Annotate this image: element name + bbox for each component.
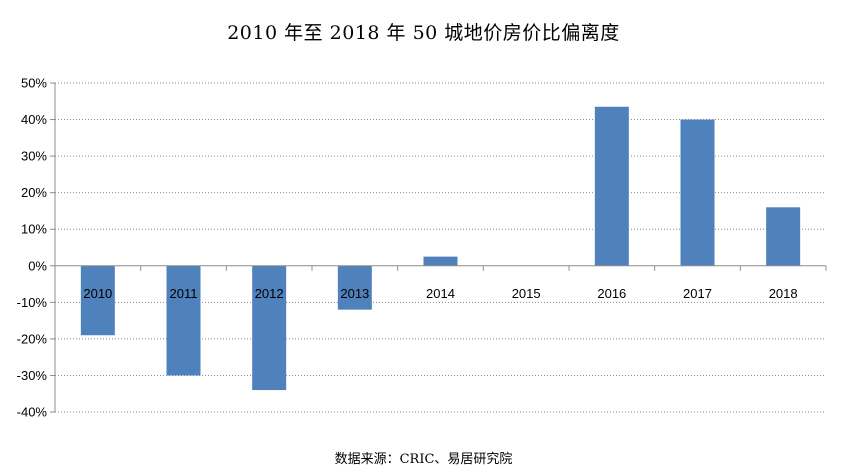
- y-tick-label-3: 20%: [21, 185, 47, 200]
- bar-2013: [337, 265, 372, 310]
- axes: [50, 82, 827, 413]
- chart-title: 2010 年至 2018 年 50 城地价房价比偏离度: [227, 22, 620, 44]
- bar-2016: [594, 106, 629, 266]
- y-tick-label-2: 30%: [21, 149, 47, 164]
- y-tick-label-5: 0%: [28, 258, 47, 273]
- y-tick-labels: 50% 40% 30% 20% 10% 0% -10% -20% -30% -40%: [17, 76, 48, 420]
- x-tick-label-2012: 2012: [255, 286, 284, 301]
- bars: [80, 106, 801, 391]
- x-tick-label-2015: 2015: [512, 286, 541, 301]
- bar-2018: [766, 207, 801, 266]
- bar-2011: [166, 265, 201, 376]
- x-tick-label-2016: 2016: [597, 286, 626, 301]
- bar-2010: [80, 265, 115, 336]
- x-tick-label-2018: 2018: [769, 286, 798, 301]
- y-tick-label-8: -30%: [17, 368, 48, 383]
- y-tick-label-4: 10%: [21, 222, 47, 237]
- y-tick-label-1: 40%: [21, 112, 47, 127]
- y-tick-label-9: -40%: [17, 405, 48, 420]
- x-tick-label-2017: 2017: [683, 286, 712, 301]
- y-tick-label-6: -10%: [17, 295, 48, 310]
- x-tick-label-2013: 2013: [340, 286, 369, 301]
- y-tick-label-7: -20%: [17, 331, 48, 346]
- bar-2012: [252, 265, 287, 391]
- y-tick-label-0: 50%: [21, 76, 47, 91]
- x-tick-label-2011: 2011: [170, 286, 198, 301]
- x-tick-label-2010: 2010: [83, 286, 112, 301]
- bar-2017: [680, 119, 715, 266]
- bar-2014: [423, 256, 458, 266]
- x-tick-label-2014: 2014: [426, 286, 455, 301]
- x-tick-labels: 2010 2011 2012 2013 2014 2015 2016 2017 2018: [83, 286, 797, 301]
- chart-source: 数据来源：CRIC、易居研究院: [334, 452, 513, 467]
